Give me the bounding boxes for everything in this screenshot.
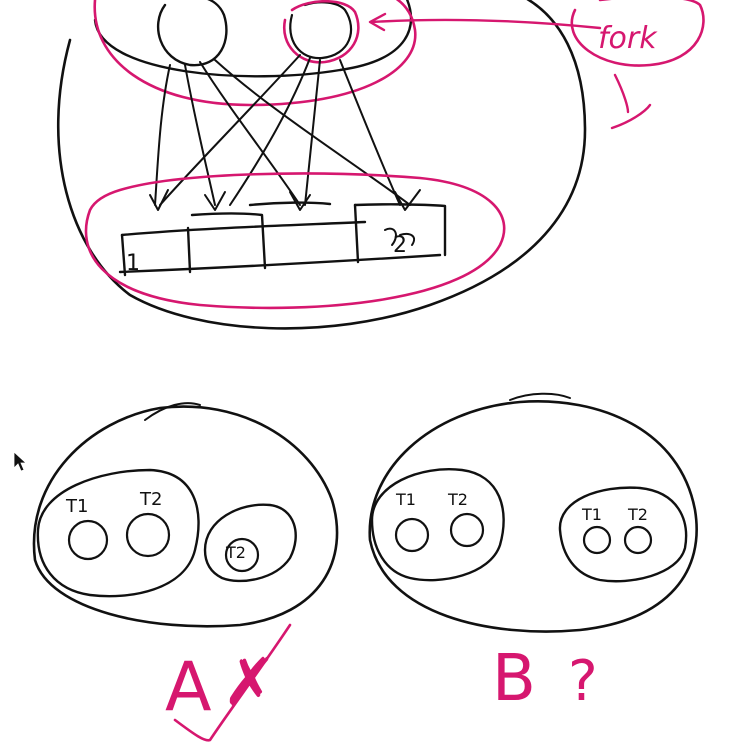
option-a-cross-stroke bbox=[173, 623, 292, 742]
node-circle-right bbox=[289, 1, 353, 60]
fork-label: fork bbox=[598, 21, 658, 56]
option-b-mark: ? bbox=[568, 649, 598, 714]
pointer-lines bbox=[149, 54, 421, 211]
option-a-diagram: T1 T2 T2 A ✗ bbox=[32, 402, 339, 742]
option-a-thread-2 bbox=[125, 512, 171, 558]
top-group-ellipse bbox=[93, 0, 413, 78]
option-b-left-thread-1 bbox=[394, 517, 430, 553]
fork-down-arrow bbox=[610, 73, 652, 130]
outer-process-blob bbox=[56, 0, 587, 330]
option-b-label: B bbox=[492, 642, 536, 716]
option-b-right-thread-2 bbox=[623, 525, 653, 555]
option-a-overstroke bbox=[144, 402, 201, 421]
cell-label-2: 2 bbox=[393, 233, 407, 258]
cell-label-1: 1 bbox=[126, 251, 140, 276]
fork-arrow-head bbox=[368, 12, 387, 32]
option-a-thread-2-label: T2 bbox=[139, 489, 162, 510]
option-b-right-thread-1 bbox=[582, 525, 612, 555]
option-b-overstroke bbox=[509, 392, 571, 401]
fd-array bbox=[118, 201, 447, 277]
option-a-label: A bbox=[165, 648, 212, 727]
top-diagram: fork 1 2 bbox=[56, 0, 705, 330]
fork-label-oval bbox=[570, 0, 705, 67]
option-b-left-thread-2-label: T2 bbox=[447, 490, 468, 509]
parent-ellipse-highlight bbox=[93, 0, 417, 107]
option-b-right-group bbox=[558, 486, 688, 583]
option-b-diagram: T1 T2 T1 T2 B ? bbox=[368, 392, 698, 716]
option-a-outer-blob bbox=[32, 405, 339, 628]
option-b-left-group bbox=[370, 468, 505, 582]
cell-2-scribble bbox=[384, 227, 416, 246]
option-a-thread-3-label: T2 bbox=[225, 543, 246, 562]
fork-arrow bbox=[370, 18, 602, 30]
fd-array-highlight bbox=[84, 172, 506, 310]
arrow-cursor-icon bbox=[13, 451, 28, 472]
option-a-thread-3 bbox=[224, 537, 260, 573]
option-b-right-thread-1-label: T1 bbox=[581, 505, 602, 524]
option-a-inner-group bbox=[36, 468, 200, 598]
option-a-outer-group bbox=[203, 503, 297, 583]
node-circle-right-highlight bbox=[282, 0, 360, 64]
node-circle-left bbox=[156, 0, 228, 67]
option-a-thread-1 bbox=[67, 519, 109, 561]
option-b-outer-blob bbox=[368, 400, 698, 633]
option-b-left-thread-2 bbox=[449, 512, 485, 548]
option-b-left-thread-1-label: T1 bbox=[395, 490, 416, 509]
option-a-thread-1-label: T1 bbox=[65, 496, 88, 517]
option-b-right-thread-2-label: T2 bbox=[627, 505, 648, 524]
